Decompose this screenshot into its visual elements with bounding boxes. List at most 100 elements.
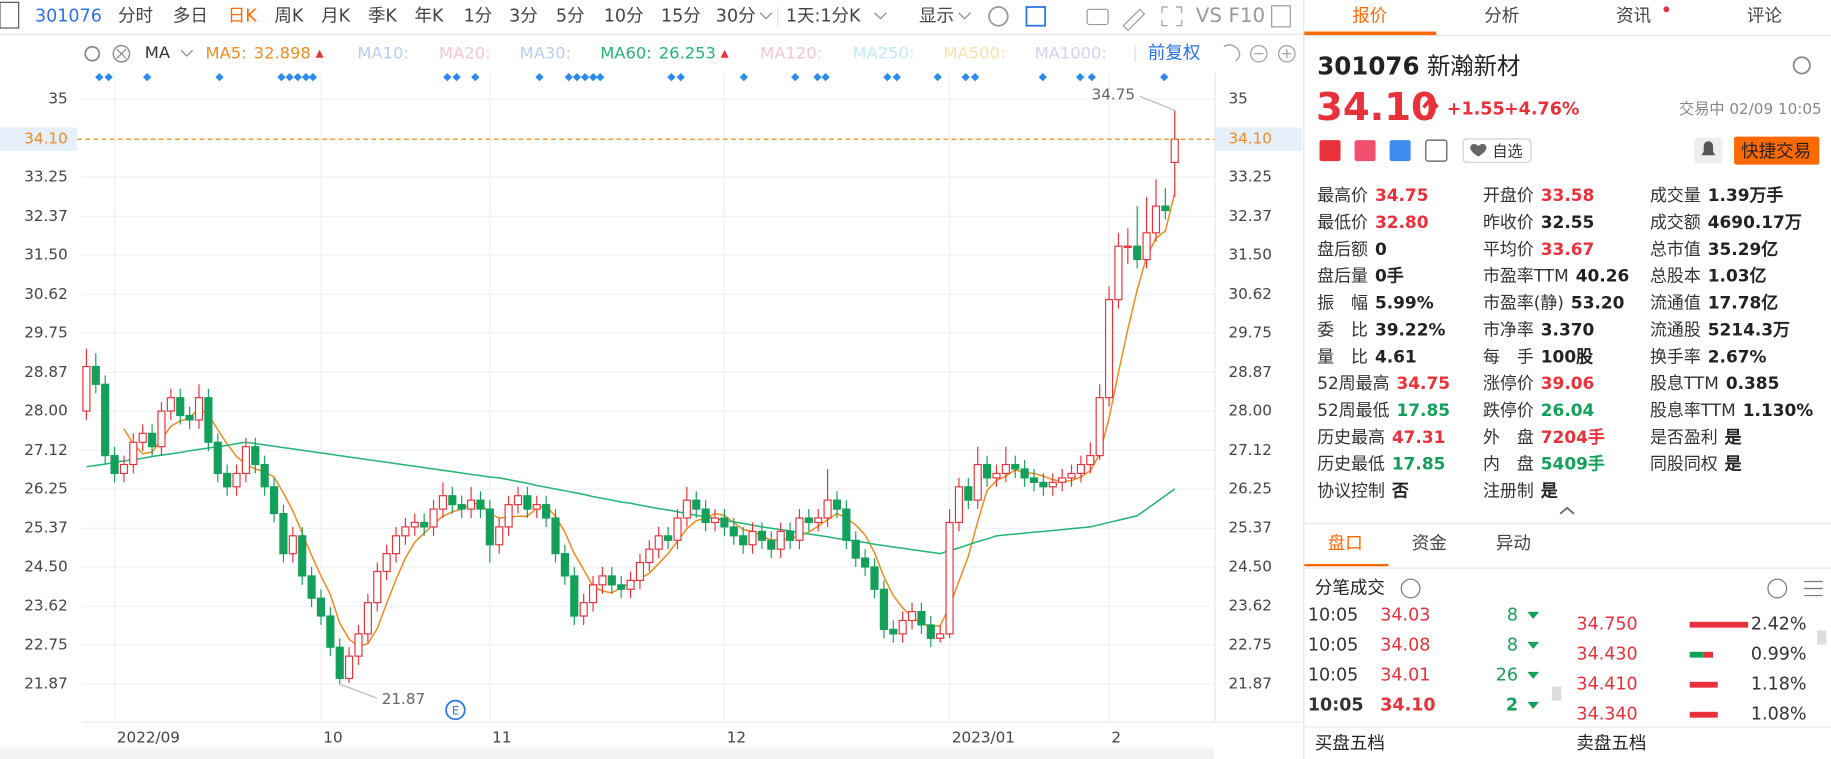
pen-icon[interactable] (1122, 8, 1146, 32)
ma-name: MA250: (852, 43, 914, 62)
trade-button[interactable] (1734, 136, 1820, 165)
period-tab[interactable]: 30分 (716, 6, 756, 26)
stat-item: 盘后量 0手 (1317, 266, 1404, 286)
candle-body (973, 463, 982, 501)
current-price-box (1215, 127, 1303, 151)
period-tab[interactable]: 10分 (604, 6, 644, 26)
period-tab[interactable]: 5分 (556, 6, 585, 26)
stat-item: 历史最低 17.85 (1317, 454, 1445, 474)
candle-body (851, 539, 860, 559)
ma-dropdown[interactable] (180, 49, 194, 57)
period-tab[interactable]: 周K (274, 6, 304, 26)
quote-tab[interactable]: 分析 (1484, 6, 1519, 26)
stat-value: 26.04 (1541, 400, 1595, 420)
stat-label: 成交量 (1650, 185, 1701, 205)
stat-item: 股息率TTM 1.130% (1650, 400, 1813, 420)
interval-select[interactable]: 1天:1分K (786, 6, 861, 26)
candle-body (1020, 468, 1029, 479)
draw-box-icon[interactable] (1025, 6, 1046, 27)
sub-tab[interactable]: 盘口 (1328, 534, 1363, 554)
sidebar-toggle[interactable] (0, 1, 20, 29)
settings-icon[interactable] (988, 6, 1009, 27)
quote-tab[interactable]: 资讯 (1616, 6, 1651, 26)
candle-body (1170, 138, 1179, 163)
ask-title: 卖盘五档 (1576, 734, 1646, 754)
adjust-select[interactable]: 前复权 (1148, 44, 1201, 64)
candle-body (345, 655, 354, 679)
event-marker (821, 72, 830, 82)
y-tick-label: 28.87 (24, 363, 67, 381)
stat-label: 跌停价 (1483, 400, 1534, 420)
ma-name: MA5: (206, 43, 247, 62)
candle-body (1114, 245, 1123, 301)
period-tab[interactable]: 日K (228, 6, 258, 26)
scrollbar[interactable] (0, 747, 1215, 759)
scroll-thumb[interactable] (1816, 630, 1827, 645)
display-select[interactable]: 显示 (919, 6, 954, 26)
info-icon[interactable] (1400, 578, 1421, 599)
layout-icon[interactable] (1271, 5, 1291, 28)
candle-body (119, 463, 129, 475)
ma-arrow: ▲ (721, 48, 730, 60)
event-icon[interactable] (445, 699, 466, 721)
candle-body (363, 602, 372, 635)
stat-value: 7204手 (1541, 427, 1605, 447)
watch-label[interactable]: 自选 (1492, 142, 1522, 160)
stat-label: 盘后量 (1317, 266, 1368, 286)
candle-body (1048, 481, 1057, 488)
close-icon[interactable] (112, 44, 131, 63)
y-tick-label: 31.50 (24, 246, 67, 264)
y-tick-label-right: 23.62 (1228, 597, 1271, 615)
period-tab[interactable]: 1分 (464, 6, 493, 26)
candle-body (213, 441, 222, 475)
period-tab[interactable]: 多日 (173, 6, 208, 26)
trade-price: 34.08 (1380, 635, 1430, 655)
stock-code[interactable]: 301076 (35, 6, 102, 26)
candle-body (448, 495, 457, 506)
settings-icon[interactable] (1792, 56, 1811, 75)
stat-item: 同股同权是 (1650, 454, 1742, 474)
candle-body (542, 504, 551, 519)
more-icon[interactable] (1767, 578, 1788, 599)
stat-item: 市盈率TTM 40.26 (1483, 266, 1629, 286)
candle-body (438, 495, 448, 510)
period-tab[interactable]: 15分 (661, 6, 701, 26)
quote-tab[interactable]: 报价 (1352, 6, 1387, 26)
collapse-caret[interactable] (1559, 506, 1575, 515)
period-tab[interactable]: 3分 (509, 6, 538, 26)
candle-body (401, 526, 410, 537)
heart-icon (1470, 143, 1487, 157)
stat-value: 是 (1540, 481, 1558, 501)
ma-legend: MA500: (944, 43, 1006, 62)
sub-tab[interactable]: 资金 (1412, 534, 1447, 554)
stat-label: 总股本 (1650, 266, 1701, 286)
trade-label[interactable]: 快捷交易 (1741, 142, 1811, 162)
ma-legend: MA250: (852, 43, 914, 62)
candle-body (626, 579, 635, 590)
period-tab[interactable]: 年K (415, 6, 445, 26)
zoom-out-icon[interactable] (1250, 44, 1268, 63)
vs-button[interactable]: VS (1196, 4, 1222, 27)
candle-body (129, 441, 138, 466)
settings-icon[interactable] (84, 45, 101, 62)
trade-qty: 2 (1506, 695, 1518, 715)
undo-icon[interactable] (1223, 44, 1241, 62)
f10-button[interactable]: F10 (1228, 4, 1265, 27)
camera-icon[interactable] (1086, 8, 1109, 26)
period-tab[interactable]: 月K (321, 6, 351, 26)
stat-item: 股息TTM 0.385 (1650, 373, 1779, 393)
fullscreen-icon[interactable] (1161, 6, 1183, 27)
period-tab[interactable]: 分时 (118, 6, 153, 26)
event-icon-glyph: E (452, 704, 459, 718)
stat-label: 成交额 (1650, 212, 1701, 232)
list-icon[interactable] (1804, 580, 1823, 597)
event-marker (308, 72, 318, 82)
sub-tab[interactable]: 异动 (1496, 534, 1531, 554)
zoom-in-icon[interactable] (1278, 44, 1296, 63)
stat-item: 涨停价 39.06 (1483, 373, 1594, 393)
scroll-thumb[interactable] (1551, 686, 1562, 701)
period-tab[interactable]: 季K (368, 6, 398, 26)
quote-tab[interactable]: 评论 (1747, 6, 1783, 26)
trade-qty: 26 (1496, 665, 1518, 685)
